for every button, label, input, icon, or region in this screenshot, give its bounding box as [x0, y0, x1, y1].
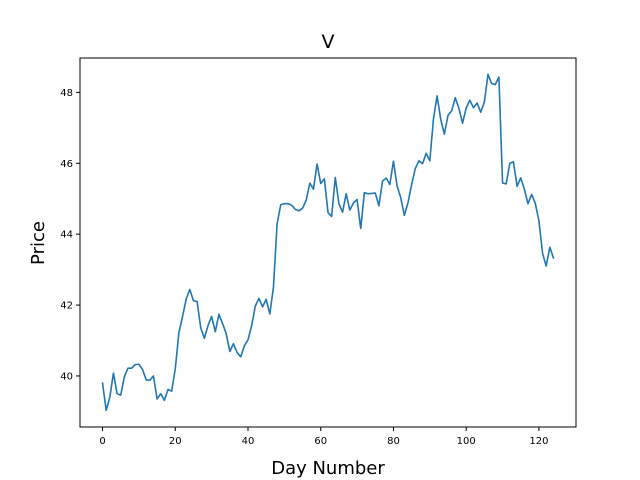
y-tick-label: 40	[60, 371, 73, 382]
chart-title: V	[322, 31, 335, 53]
x-axis-label: Day Number	[271, 458, 385, 479]
y-axis-ticks: 40 42 44 46 48	[60, 88, 80, 382]
x-tick-label: 0	[99, 436, 105, 447]
x-tick-label: 40	[242, 436, 255, 447]
price-line	[101, 73, 555, 412]
x-tick-label: 20	[169, 436, 182, 447]
x-axis-ticks: 0 20 40 60 80 100 120	[99, 427, 548, 447]
y-tick-label: 44	[60, 230, 73, 241]
y-tick-label: 48	[60, 88, 73, 99]
y-axis-label: Price	[28, 221, 49, 265]
x-tick-label: 80	[387, 436, 400, 447]
plot-frame	[79, 57, 577, 428]
x-tick-label: 120	[529, 436, 548, 447]
y-tick-label: 42	[60, 301, 73, 312]
x-tick-label: 60	[314, 436, 327, 447]
x-tick-label: 100	[457, 436, 476, 447]
y-tick-label: 46	[60, 159, 73, 170]
